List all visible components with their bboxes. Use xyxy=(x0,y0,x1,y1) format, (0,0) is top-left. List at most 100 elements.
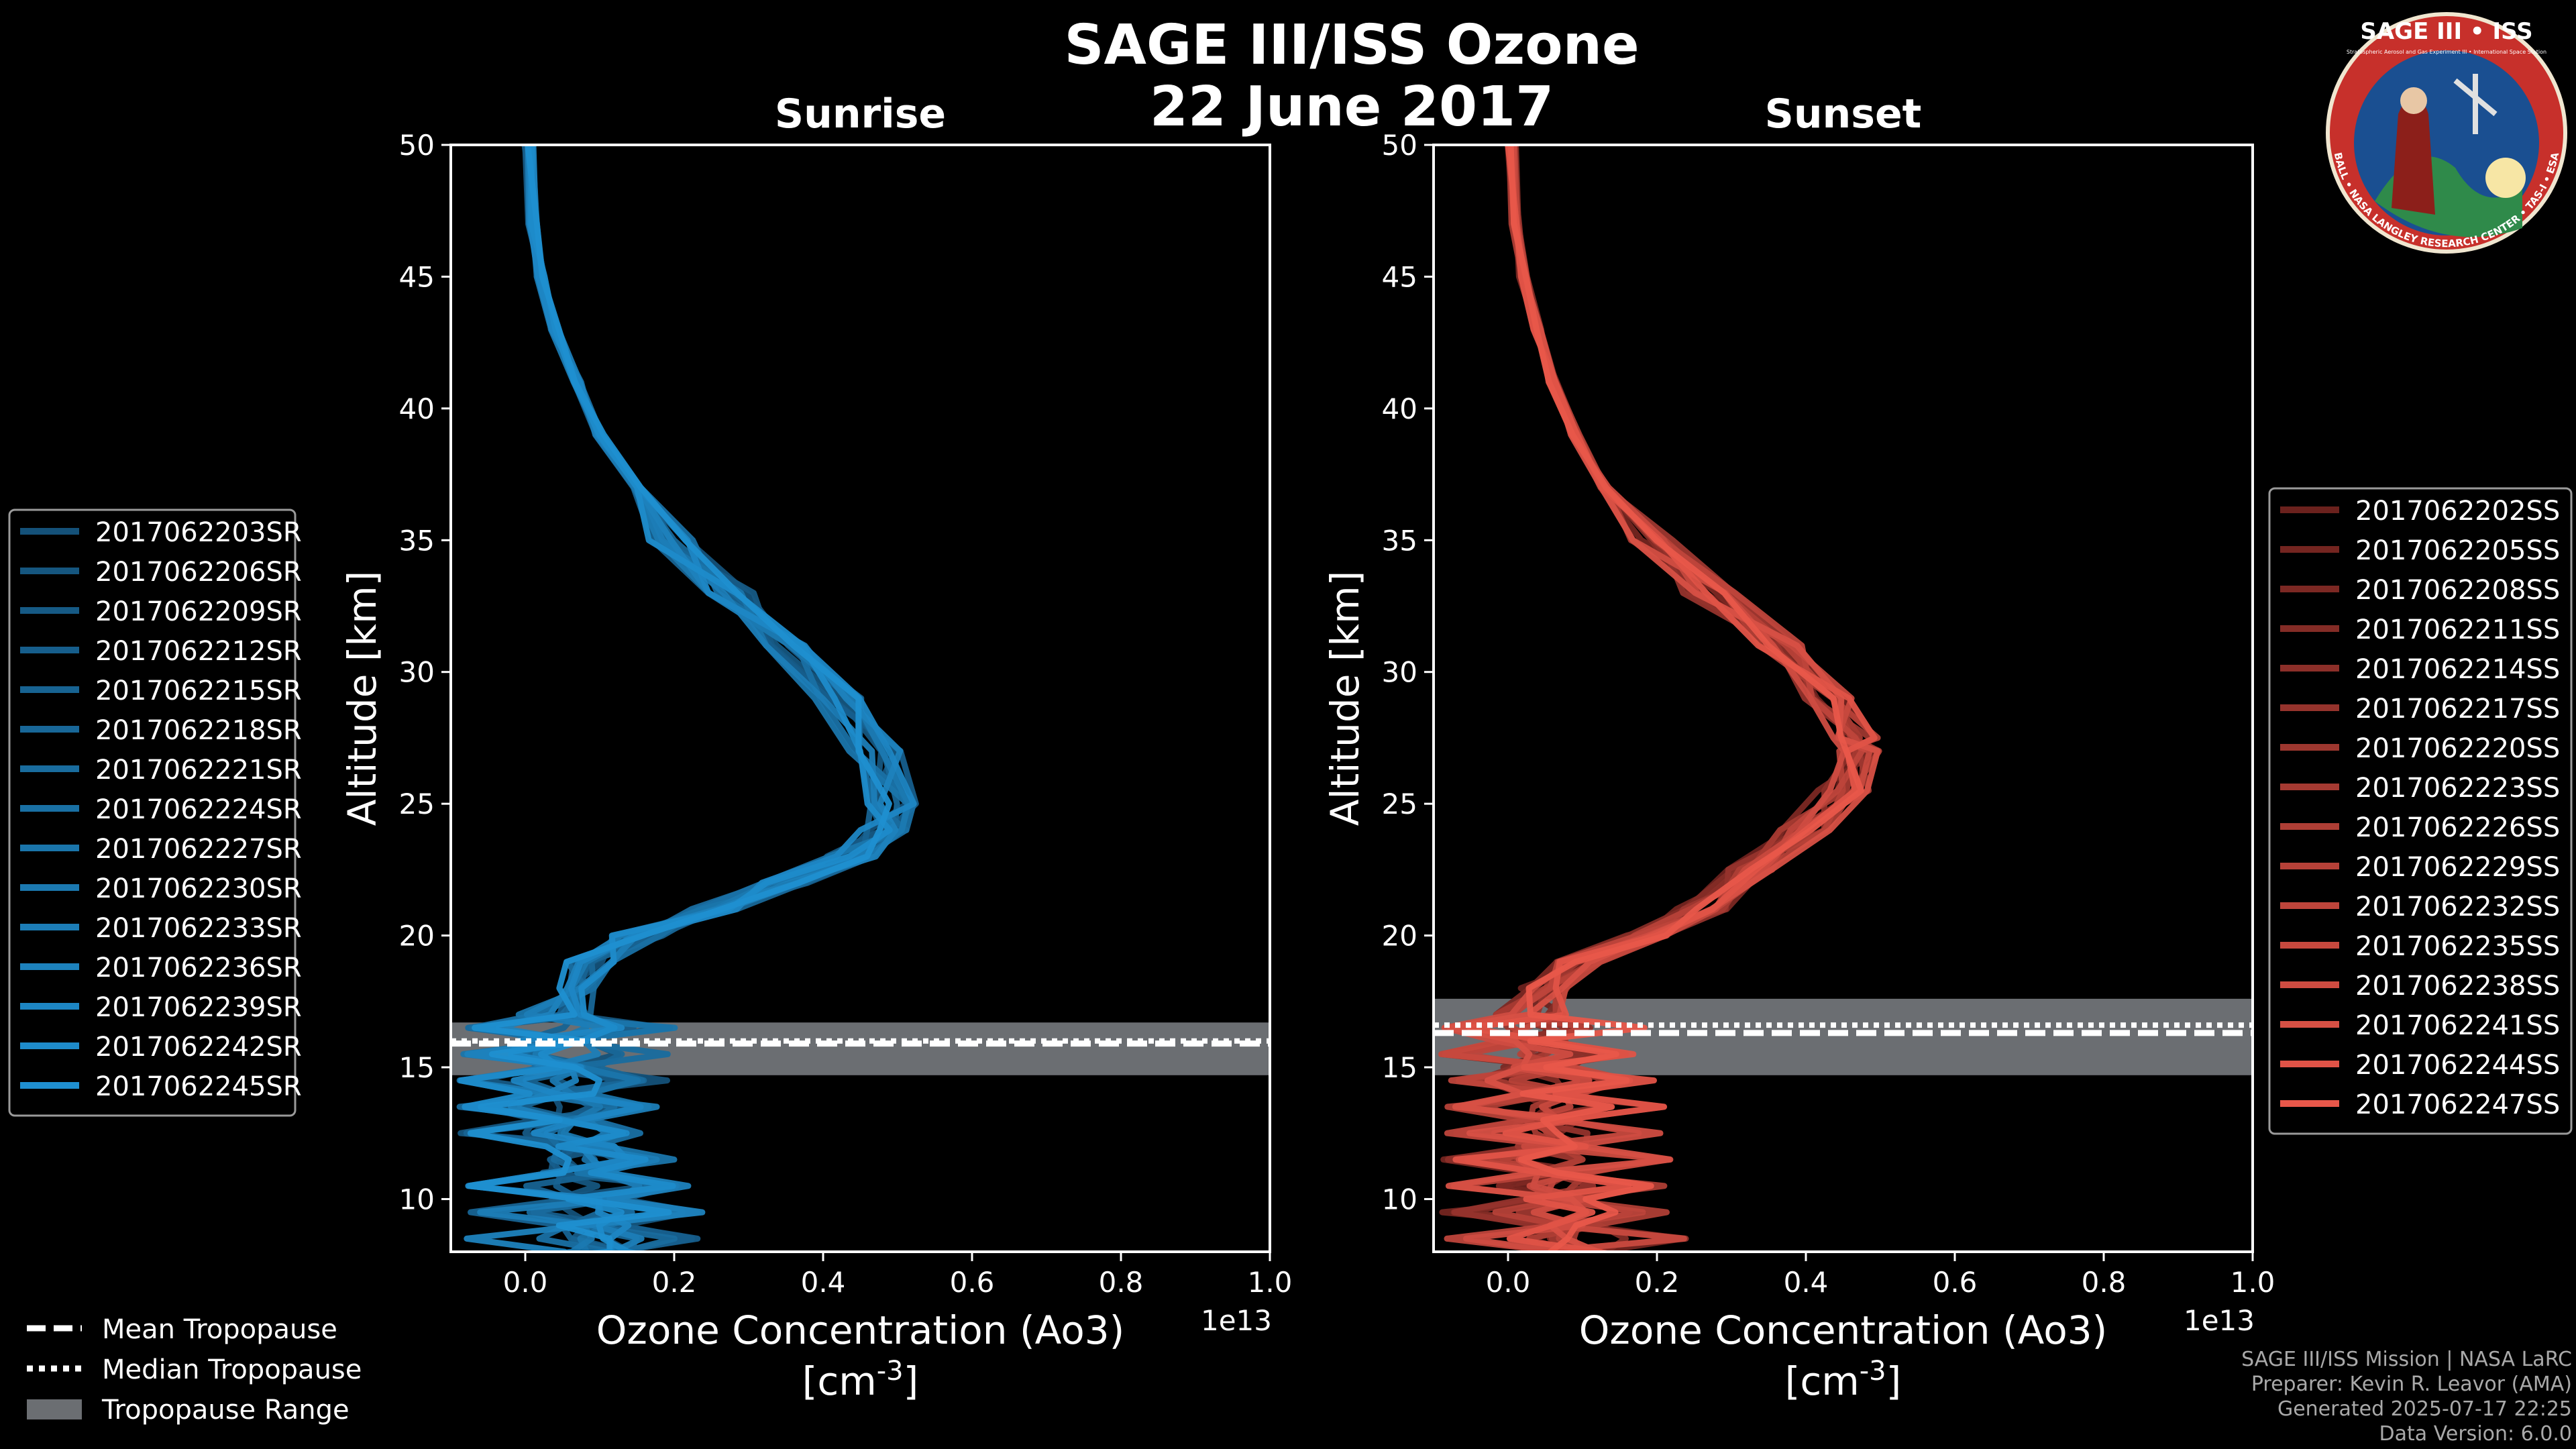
credit-mission: SAGE III/ISS Mission | NASA LaRC xyxy=(2241,1348,2572,1371)
x-tick-label: 0.2 xyxy=(652,1266,697,1299)
legend-label: 2017062227SR xyxy=(95,834,302,865)
x-tick-label: 0.0 xyxy=(503,1266,548,1299)
x-tick-label: 1.0 xyxy=(1248,1266,1293,1299)
profile-line-2017062242SR xyxy=(458,145,893,1252)
sunset-panel: 0.0 0.2 0.4 0.6 0.8 1.0 10 15 20 25 30 35 40 45 50 1e13… xyxy=(1322,91,2275,1404)
credit-version: Data Version: 6.0.0 xyxy=(2379,1422,2572,1446)
legend-label: 2017062247SS xyxy=(2355,1089,2560,1120)
legend-label: 2017062215SR xyxy=(95,676,302,706)
y-tick-label: 45 xyxy=(399,260,435,293)
legend-label: 2017062221SR xyxy=(95,755,302,786)
sage-iii-iss-logo: SAGE III • ISS Stratospheric Aerosol and… xyxy=(2326,12,2567,254)
legend-label: 2017062230SR xyxy=(95,873,302,904)
x-tick-label: 0.6 xyxy=(1933,1266,1978,1299)
y-tick-label: 10 xyxy=(1382,1183,1417,1216)
y-tick-label: 30 xyxy=(1382,656,1417,689)
logo-small-text: Stratospheric Aerosol and Gas Experiment… xyxy=(2347,49,2546,55)
y-tick-label: 30 xyxy=(399,656,435,689)
legend-label: 2017062205SS xyxy=(2355,535,2560,566)
axes-frame xyxy=(1432,144,2254,1253)
legend-label: 2017062244SS xyxy=(2355,1050,2560,1081)
legend-label: 2017062218SR xyxy=(95,715,302,746)
x-tick-label: 0.6 xyxy=(950,1266,995,1299)
plot-area xyxy=(1434,145,2253,1252)
x-tick-label: 0.4 xyxy=(1784,1266,1829,1299)
legend-label: 2017062212SR xyxy=(95,636,302,667)
legend-label: 2017062238SS xyxy=(2355,971,2560,1002)
legend-box xyxy=(8,508,297,1117)
y-tick-label: 45 xyxy=(1382,260,1417,293)
legend-range-swatch xyxy=(27,1399,82,1419)
y-axis-label: Altitude [km] xyxy=(1322,571,1368,826)
axes-frame xyxy=(449,144,1271,1253)
legend-label: 2017062211SS xyxy=(2355,614,2560,645)
sunrise-legend: 2017062203SR 2017062206SR 2017062209SR 2017… xyxy=(8,508,302,1117)
x-axis-label: Ozone Concentration (Ao3) xyxy=(1579,1307,2108,1353)
x-tick-label: 0.8 xyxy=(1099,1266,1144,1299)
legend-label: 2017062203SR xyxy=(95,517,302,548)
legend-label: 2017062226SS xyxy=(2355,812,2560,843)
panel-title: Sunset xyxy=(1765,91,1922,138)
legend-label: 2017062214SS xyxy=(2355,654,2560,685)
tropopause-legend: Mean Tropopause Median Tropopause Tropopau… xyxy=(27,1314,362,1426)
y-tick-label: 25 xyxy=(399,788,435,820)
x-tick-label: 0.0 xyxy=(1486,1266,1531,1299)
legend-label: 2017062202SS xyxy=(2355,496,2560,527)
legend-tropopause-label: Median Tropopause xyxy=(102,1354,362,1385)
legend-label: 2017062233SR xyxy=(95,913,302,944)
panel-title: Sunrise xyxy=(775,91,946,138)
legend-label: 2017062209SR xyxy=(95,596,302,627)
legend-label: 2017062241SS xyxy=(2355,1010,2560,1041)
y-tick-label: 20 xyxy=(399,920,435,953)
y-tick-label: 20 xyxy=(1382,920,1417,953)
profile-line-2017062245SR xyxy=(467,145,892,1252)
y-tick-label: 25 xyxy=(1382,788,1417,820)
figure-subtitle: 22 June 2017 xyxy=(1150,75,1554,139)
legend-label: 2017062232SS xyxy=(2355,892,2560,922)
legend-label: 2017062245SR xyxy=(95,1071,302,1102)
legend-label: 2017062236SR xyxy=(95,953,302,983)
legend-label: 2017062217SS xyxy=(2355,694,2560,724)
y-tick-label: 50 xyxy=(1382,129,1417,162)
x-tick-label: 0.8 xyxy=(2082,1266,2127,1299)
legend-label: 2017062220SS xyxy=(2355,733,2560,764)
x-tick-label: 0.4 xyxy=(801,1266,846,1299)
y-tick-label: 40 xyxy=(1382,392,1417,425)
legend-label: 2017062242SR xyxy=(95,1032,302,1063)
x-axis-unit: [cm-3] xyxy=(1785,1356,1902,1404)
plot-area xyxy=(451,145,1270,1252)
legend-tropopause-label: Tropopause Range xyxy=(101,1395,350,1426)
profile-line-2017062247SS xyxy=(1507,145,1864,1252)
x-scale-label: 1e13 xyxy=(2184,1304,2255,1337)
x-axis-unit: [cm-3] xyxy=(802,1356,919,1404)
y-tick-label: 15 xyxy=(1382,1051,1417,1084)
credit-generated: Generated 2025-07-17 22:25 xyxy=(2277,1397,2572,1421)
x-tick-label: 0.2 xyxy=(1635,1266,1680,1299)
legend-label: 2017062239SR xyxy=(95,992,302,1023)
y-tick-label: 40 xyxy=(399,392,435,425)
y-tick-label: 35 xyxy=(1382,524,1417,557)
legend-label: 2017062224SR xyxy=(95,794,302,825)
y-tick-label: 50 xyxy=(399,129,435,162)
sunrise-panel: 0.0 0.2 0.4 0.6 0.8 1.0 10 15 20 25 30 35 40 45 50 1e13… xyxy=(339,91,1292,1404)
legend-tropopause-label: Mean Tropopause xyxy=(102,1314,337,1345)
legend-label: 2017062223SS xyxy=(2355,773,2560,804)
y-axis-label: Altitude [km] xyxy=(339,571,385,826)
sunset-legend: 2017062202SS 2017062205SS 2017062208SS 2017… xyxy=(2268,487,2573,1135)
figure-title: SAGE III/ISS Ozone xyxy=(1064,13,1639,77)
legend-label: 2017062229SS xyxy=(2355,852,2560,883)
legend-label: 2017062235SS xyxy=(2355,931,2560,962)
x-tick-label: 1.0 xyxy=(2231,1266,2275,1299)
legend-box xyxy=(2268,487,2573,1135)
credits-block: SAGE III/ISS Mission | NASA LaRC Prepare… xyxy=(2241,1347,2572,1446)
x-scale-label: 1e13 xyxy=(1201,1304,1272,1337)
credit-preparer: Preparer: Kevin R. Leavor (AMA) xyxy=(2251,1373,2572,1396)
y-tick-label: 10 xyxy=(399,1183,435,1216)
profile-line-2017062241SS xyxy=(1445,145,1881,1252)
logo-title-text: SAGE III • ISS xyxy=(2360,18,2532,45)
legend-label: 2017062206SR xyxy=(95,557,302,588)
y-tick-label: 15 xyxy=(399,1051,435,1084)
y-tick-label: 35 xyxy=(399,524,435,557)
